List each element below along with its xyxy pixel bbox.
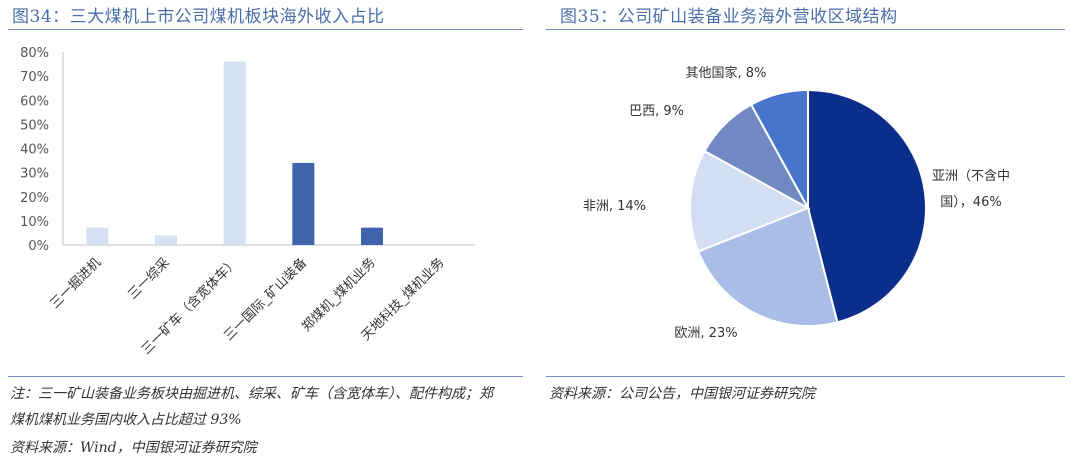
right-figure-title: 图35：公司矿山装备业务海外营收区域结构 [560, 7, 898, 27]
bar [155, 235, 177, 245]
y-tick-label: 40% [20, 143, 49, 158]
bar [223, 61, 246, 246]
x-tick-label: 三一掘进机 [48, 255, 105, 312]
y-tick-label: 50% [20, 118, 49, 133]
slice-label: 亚洲（不含中 [932, 168, 1010, 184]
right-note-rule [546, 376, 1065, 377]
y-tick-label: 70% [20, 70, 49, 85]
bar-chart: 0%10%20%30%40%50%60%70%80%三一掘进机 三一综采三一矿车（… [20, 46, 475, 358]
bar [86, 227, 109, 245]
slice-label: 欧洲, 23% [674, 326, 737, 341]
left-note-rule [8, 376, 523, 377]
x-tick-label: 郑煤机_煤机业务 [299, 255, 379, 335]
y-tick-label: 60% [20, 94, 49, 109]
left-title-rule [8, 29, 523, 30]
left-source-note: 资料来源：Wind，中国银河证券研究院 [10, 440, 257, 456]
y-tick-label: 10% [20, 215, 49, 230]
y-tick-label: 80% [20, 46, 49, 61]
slice-label: 国），46% [940, 195, 1001, 210]
slice-label: 巴西, 9% [629, 104, 684, 119]
pie-slice [807, 88, 927, 324]
slice-label: 非洲, 14% [583, 199, 646, 214]
left-note-line-1: 注：三一矿山装备业务板块由掘进机、综采、矿车（含宽体车）、配件构成；郑 [10, 386, 493, 402]
bar [292, 162, 315, 245]
y-tick-label: 20% [20, 191, 49, 206]
slice-label: 其他国家, 8% [686, 65, 767, 81]
pie-slice [749, 88, 809, 209]
y-tick-label: 30% [20, 167, 49, 182]
x-tick-label: 三一综采 [125, 255, 172, 302]
bar [361, 227, 383, 245]
right-title-rule [546, 29, 1065, 30]
right-source-note: 资料来源：公司公告，中国银河证券研究院 [549, 386, 815, 402]
pie-slice [696, 206, 839, 327]
pie-slice [689, 149, 811, 253]
y-tick-label: 0% [28, 239, 49, 254]
left-note-line-2: 煤机煤机业务国内收入占比超过 93% [10, 412, 242, 428]
left-figure-title: 图34：三大煤机上市公司煤机板块海外收入占比 [12, 7, 385, 27]
